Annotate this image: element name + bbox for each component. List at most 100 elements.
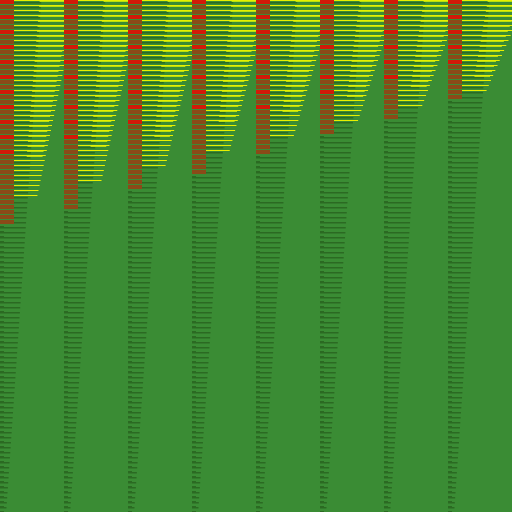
yellow-line: [206, 5, 268, 6]
column-bar-tail: [192, 226, 196, 228]
yellow-line: [334, 15, 394, 16]
green-stripe: [384, 237, 410, 239]
yellow-green-line: [161, 66, 186, 67]
column-bar-segment: [256, 70, 270, 74]
column-bar-tail: [384, 301, 388, 303]
green-stripe: [256, 452, 267, 454]
yellow-green-line: [167, 1, 200, 2]
green-stripe: [64, 392, 79, 394]
column-bar-tail: [192, 501, 196, 503]
column-bar-tail: [128, 246, 132, 248]
yellow-green-line: [161, 61, 187, 62]
yellow-green-line: [284, 91, 304, 92]
yellow-line: [270, 0, 332, 1]
yellow-green-line: [482, 31, 508, 32]
column-bar-tail: [192, 416, 196, 418]
column-bar-tail: [192, 406, 196, 408]
green-stripe: [0, 412, 14, 414]
column-bar-segment: [0, 155, 14, 159]
column-bar-tail: [192, 311, 196, 313]
yellow-line: [398, 20, 455, 21]
column-bar-tail: [384, 436, 388, 438]
column-bar-tail: [128, 271, 132, 273]
green-stripe: [192, 127, 225, 129]
green-stripe: [320, 252, 345, 254]
green-stripe: [128, 282, 150, 284]
yellow-green-line: [286, 76, 308, 77]
yellow-line: [14, 100, 58, 101]
green-stripe: [320, 367, 337, 369]
green-stripe: [128, 397, 143, 399]
column-bar-tail: [384, 186, 388, 188]
yellow-green-line: [224, 66, 248, 67]
column-bar-tail: [320, 456, 324, 458]
green-stripe: [384, 307, 405, 309]
yellow-green-line: [290, 46, 316, 47]
green-stripe: [384, 117, 418, 119]
green-stripe: [64, 57, 102, 59]
yellow-line: [270, 120, 299, 121]
column-bar-tail: [128, 456, 132, 458]
column-bar-segment: [64, 115, 78, 119]
column-bar-tail: [192, 286, 196, 288]
green-stripe: [192, 42, 231, 44]
green-stripe: [384, 27, 424, 29]
green-stripe: [0, 142, 32, 144]
green-stripe: [320, 177, 350, 179]
column-bar-tail: [384, 496, 388, 498]
green-stripe: [0, 27, 40, 29]
green-stripe: [448, 57, 486, 59]
column-bar-tail: [256, 406, 260, 408]
green-stripe: [0, 47, 39, 49]
column-bar-tail: [128, 276, 132, 278]
green-stripe: [320, 372, 336, 374]
green-stripe: [256, 237, 282, 239]
yellow-green-line: [358, 11, 389, 12]
yellow-green-line: [487, 1, 512, 2]
green-stripe: [384, 282, 406, 284]
green-stripe: [448, 262, 472, 264]
yellow-line: [206, 40, 260, 41]
column-bar-segment: [192, 65, 206, 69]
column-bar-segment: [448, 30, 462, 34]
green-stripe: [256, 417, 269, 419]
column-bar-segment: [64, 105, 78, 109]
green-stripe: [64, 222, 91, 224]
column-bar-tail: [0, 381, 4, 383]
column-bar-tail: [384, 381, 388, 383]
column-bar-tail: [448, 236, 452, 238]
column-bar-tail: [256, 286, 260, 288]
column-bar-segment: [256, 60, 270, 64]
column-bar-segment: [64, 20, 78, 24]
column-bar-tail: [448, 301, 452, 303]
green-stripe: [320, 277, 343, 279]
yellow-line: [398, 60, 440, 61]
column-bar-tail: [384, 426, 388, 428]
column-bar-tail: [320, 391, 324, 393]
green-stripe: [448, 432, 460, 434]
column-bar-segment: [128, 15, 142, 19]
green-stripe: [448, 22, 488, 24]
green-stripe: [384, 2, 426, 4]
green-stripe: [256, 227, 282, 229]
column-bar-tail: [448, 136, 452, 138]
yellow-green-line: [35, 46, 64, 47]
green-stripe: [192, 107, 226, 109]
column-bar-segment: [448, 80, 462, 84]
column-bar-tail: [384, 141, 388, 143]
green-stripe: [192, 157, 223, 159]
green-stripe: [448, 182, 477, 184]
column-bar-segment: [128, 135, 142, 139]
yellow-line: [14, 80, 62, 81]
yellow-line: [398, 90, 428, 91]
yellow-green-line: [225, 61, 250, 62]
green-stripe: [256, 292, 278, 294]
column-bar-tail: [128, 321, 132, 323]
yellow-green-line: [480, 41, 504, 42]
column-bar-tail: [192, 201, 196, 203]
green-stripe: [384, 232, 410, 234]
column-bar-tail: [64, 411, 68, 413]
green-stripe: [256, 352, 274, 354]
green-stripe: [192, 352, 210, 354]
yellow-line: [78, 65, 128, 66]
